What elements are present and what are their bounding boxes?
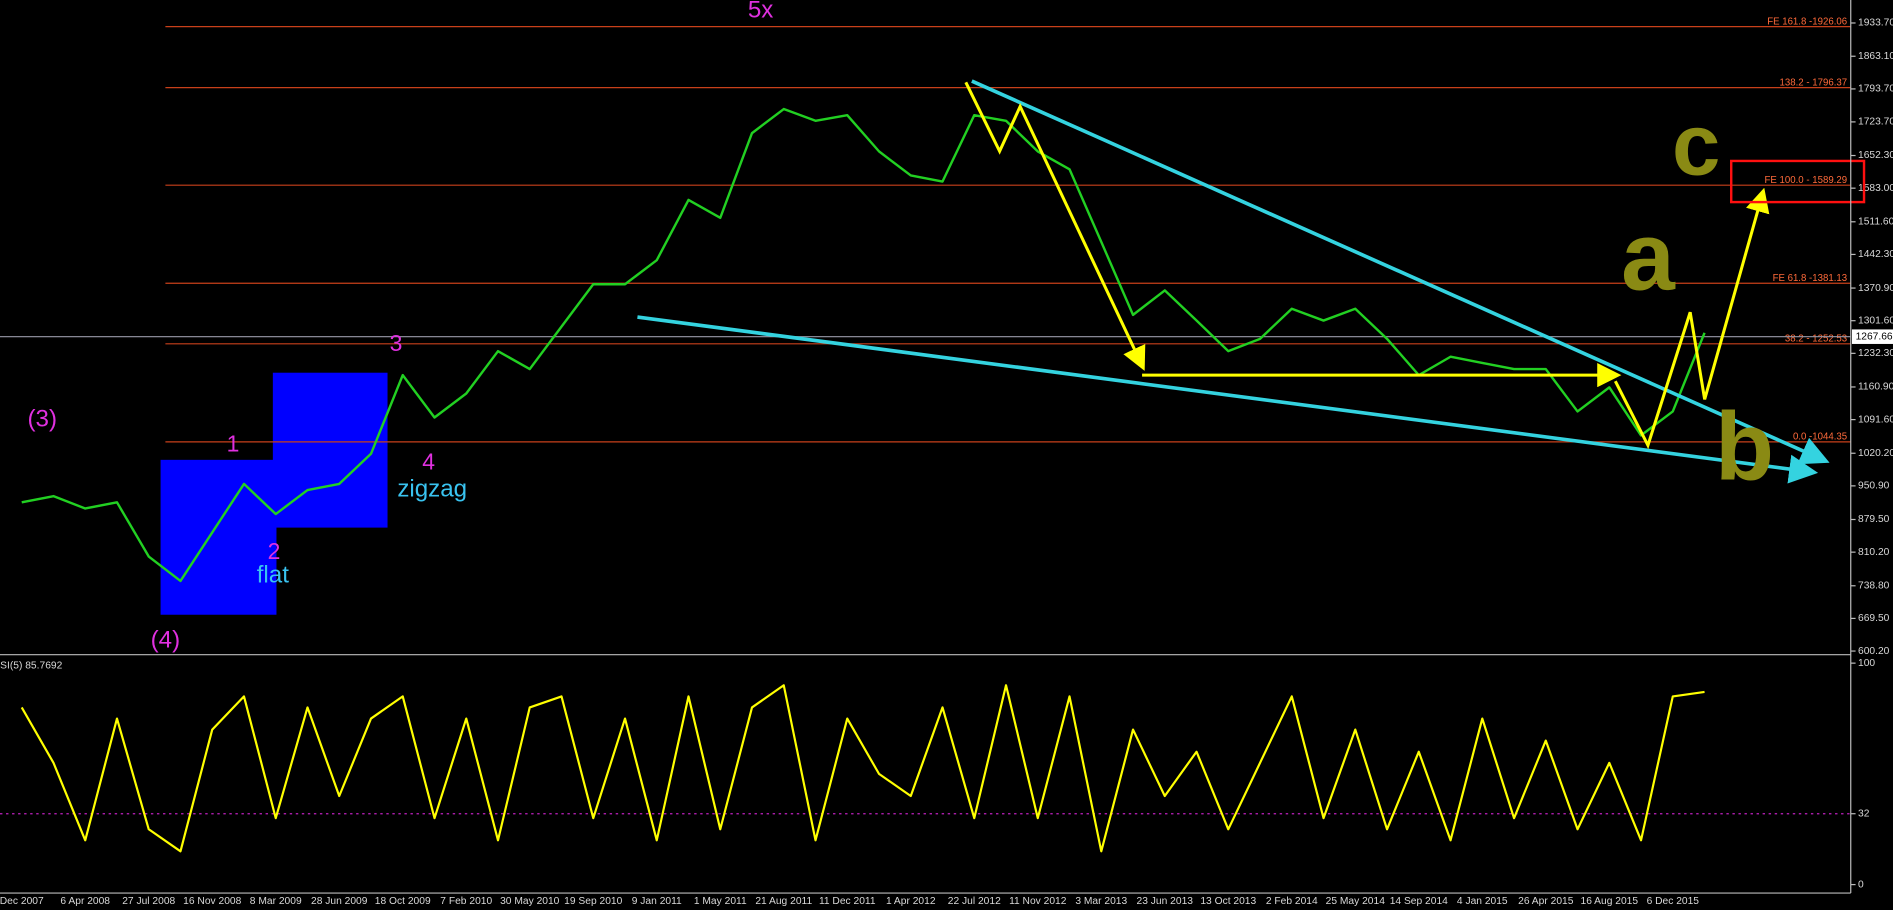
- y-tick-label: 1301.60: [1858, 315, 1893, 326]
- x-tick-label: 6 Apr 2008: [60, 896, 110, 907]
- x-tick-label: 16 Aug 2015: [1580, 896, 1638, 907]
- x-tick-label: 16 Nov 2008: [183, 896, 241, 907]
- wave-label: c: [1672, 96, 1720, 193]
- y-tick-label: 879.50: [1858, 514, 1890, 525]
- wave-label: flat: [257, 561, 289, 588]
- plot-layer: 1933.70 1863.10 1793.70 1723.70 1652.30 1583.…: [0, 16, 1893, 907]
- wave-label: 3: [390, 330, 403, 356]
- wave-label: 2: [268, 538, 281, 564]
- x-tick-label: 4 Jan 2015: [1457, 896, 1508, 907]
- trend-line: [971, 79, 1830, 465]
- y-tick-label: 1160.90: [1858, 382, 1893, 393]
- y-tick-label: 1583.00: [1858, 183, 1893, 194]
- x-tick-label: 1 Apr 2012: [886, 896, 936, 907]
- wave-label: zigzag: [397, 475, 467, 502]
- x-tick-label: 14 Sep 2014: [1390, 896, 1448, 907]
- x-tick-label: Dec 2007: [0, 896, 44, 907]
- x-tick-label: 13 Oct 2013: [1200, 896, 1256, 907]
- y-tick-label: 669.50: [1858, 613, 1890, 624]
- wave-label: (4): [151, 627, 180, 654]
- y-tick-label: 1232.30: [1858, 348, 1893, 359]
- y-tick-label: 1091.60: [1858, 414, 1893, 425]
- x-tick-label: 3 Mar 2013: [1075, 896, 1127, 907]
- y-tick-label: 0: [1858, 879, 1864, 890]
- y-tick-label: 1933.70: [1858, 18, 1893, 29]
- x-tick-label: 21 Aug 2011: [755, 896, 812, 907]
- target-box: [1730, 159, 1866, 204]
- fib-label: 138.2 - 1796.37: [1780, 77, 1848, 88]
- x-tick-label: 30 May 2010: [500, 896, 560, 907]
- price-line: [20, 684, 1705, 853]
- fib-label: FE 61.8 -1381.13: [1773, 273, 1848, 284]
- fib-label: 0.0 -1044.35: [1793, 432, 1847, 443]
- x-tick-label: 9 Jan 2011: [632, 896, 682, 907]
- drawings: RSI(5) 85.7692 (3) 1 2 3 4 5x (4) flat zigzag cab: [0, 0, 1866, 894]
- x-tick-label: 19 Sep 2010: [564, 896, 622, 907]
- wave-label: 4: [422, 449, 435, 475]
- x-tick-label: 26 Apr 2015: [1518, 896, 1574, 907]
- fib-label: FE 161.8 -1926.06: [1767, 16, 1847, 27]
- wave-path: [964, 81, 1146, 371]
- drawings-back: [160, 372, 388, 615]
- x-tick-label: 23 Jun 2013: [1137, 896, 1194, 907]
- x-tick-label: 11 Nov 2012: [1009, 896, 1067, 907]
- x-tick-label: 1 May 2011: [694, 896, 747, 907]
- x-tick-label: 27 Jul 2008: [122, 896, 175, 907]
- x-tick-label: 22 Jul 2012: [948, 896, 1001, 907]
- current-price-label: 1267.66: [1856, 331, 1893, 342]
- y-tick-label: 1511.60: [1858, 217, 1893, 228]
- y-tick-label: 1370.90: [1858, 283, 1893, 294]
- wave-label: 1: [227, 430, 240, 456]
- y-tick-label: 100: [1858, 658, 1875, 669]
- y-tick-label: 32: [1858, 808, 1870, 819]
- y-tick-label: 950.90: [1858, 481, 1890, 492]
- x-tick-label: 2 Feb 2014: [1266, 896, 1318, 907]
- x-tick-label: 7 Feb 2010: [440, 896, 492, 907]
- x-tick-label: 28 Jun 2009: [311, 896, 368, 907]
- y-tick-label: 738.80: [1858, 580, 1890, 591]
- wave-label: (3): [28, 405, 57, 432]
- x-tick-label: 11 Dec 2011: [819, 896, 876, 907]
- y-tick-label: 1442.30: [1858, 249, 1893, 260]
- y-tick-label: 600.20: [1858, 646, 1890, 657]
- y-tick-label: 1020.20: [1858, 448, 1893, 459]
- current-price-box: [1851, 329, 1893, 344]
- y-tick-label: 810.20: [1858, 547, 1890, 558]
- trend-line: [637, 315, 1819, 484]
- y-tick-label: 1793.70: [1858, 84, 1893, 95]
- wave-label: b: [1715, 392, 1774, 500]
- y-tick-label: 1723.70: [1858, 117, 1893, 128]
- x-tick-label: 8 Mar 2009: [250, 896, 302, 907]
- x-tick-label: 6 Dec 2015: [1647, 896, 1700, 907]
- price-line: [21, 107, 1706, 583]
- wave-path: [1613, 187, 1770, 450]
- x-tick-label: 18 Oct 2009: [375, 896, 431, 907]
- x-tick-label: 25 May 2014: [1326, 896, 1386, 907]
- wave-label: 5x: [748, 0, 773, 23]
- indicator-title: RSI(5) 85.7692: [0, 660, 63, 671]
- y-tick-label: 1863.10: [1858, 51, 1893, 62]
- fib-label: FE 100.0 - 1589.29: [1765, 175, 1848, 186]
- fib-label: 38.2 - 1252.53: [1785, 334, 1847, 345]
- wave-label: a: [1621, 202, 1676, 310]
- y-tick-label: 1652.30: [1858, 150, 1893, 161]
- wave-box: [160, 459, 277, 615]
